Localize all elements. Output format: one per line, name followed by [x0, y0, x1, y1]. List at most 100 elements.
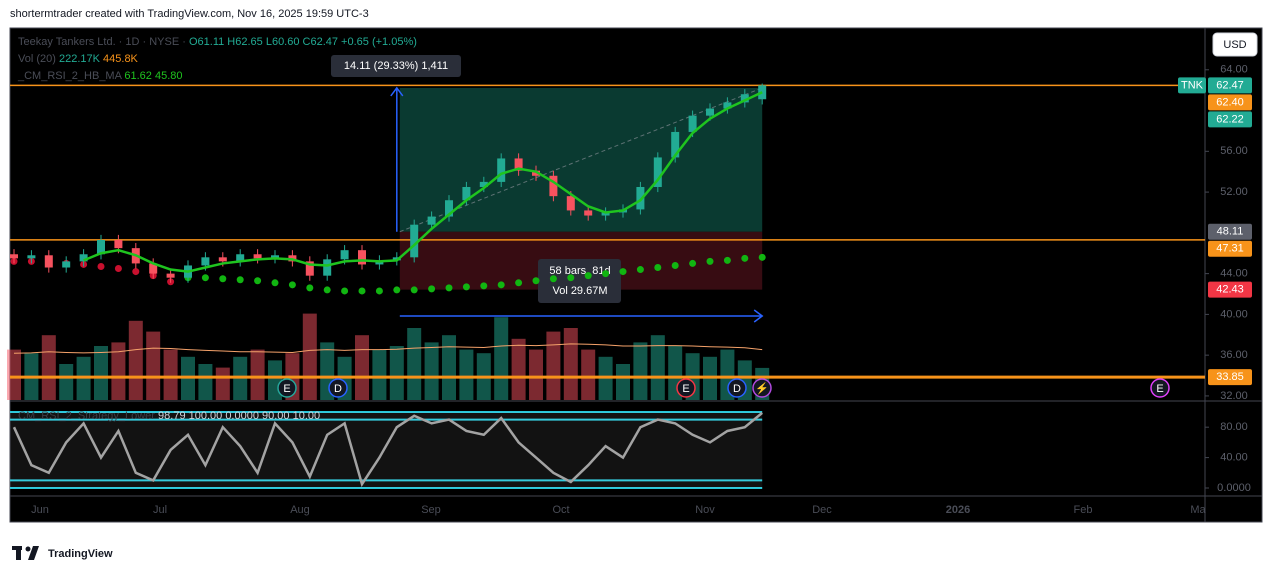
event-label: ⚡ [755, 382, 769, 395]
rsi-band-fill [10, 411, 763, 489]
x-tick-label: Sep [421, 504, 441, 516]
legend-line: _CM_RSI_2_HB_MA 61.62 45.80 [17, 70, 183, 82]
y-tick-label: 56.00 [1220, 145, 1248, 157]
candle-body [532, 170, 540, 176]
event-label: E [682, 383, 689, 395]
trend-guide [399, 87, 763, 233]
legend-line: Teekay Tankers Ltd. · 1D · NYSE · O61.11… [18, 36, 417, 48]
volume-bar [581, 349, 596, 400]
range-arrow-head [390, 86, 404, 97]
currency-button[interactable] [1212, 32, 1258, 57]
price-tag-label: 42.43 [1216, 284, 1244, 296]
candle-body [323, 259, 332, 276]
legend-symbol: Teekay Tankers Ltd. · 1D · NYSE · [18, 36, 186, 48]
x-tick-label: Jun [31, 504, 49, 516]
y-tick-label: 36.00 [1220, 349, 1248, 361]
trail-dot [445, 284, 453, 292]
range-label: 14.11 (29.33%) 1,411 [344, 60, 448, 72]
trail-dot [375, 287, 383, 295]
symbol-tag [1178, 77, 1206, 94]
price-tag [1208, 369, 1252, 386]
volume-bar [128, 320, 143, 400]
trail-dot [462, 283, 470, 291]
volume-bar [563, 328, 578, 400]
volume-bar [198, 364, 213, 400]
brand-name: TradingView [48, 548, 113, 560]
trail-dot [323, 286, 331, 294]
rsi-tick-label: 80.00 [1220, 421, 1248, 433]
legend-volume-name: Vol (20) [18, 53, 56, 65]
trail-dot [567, 274, 575, 282]
trail-dot [97, 262, 105, 270]
candle-body [688, 115, 697, 132]
event-badge [676, 378, 696, 398]
y-tick-label: 64.00 [1220, 64, 1248, 76]
candle-body [166, 273, 175, 278]
candle-body [427, 216, 436, 225]
trail-dot [654, 264, 662, 272]
event-badge [328, 378, 348, 398]
event-badge [727, 378, 747, 398]
x-tick-label: Ma [1190, 504, 1206, 516]
event-label: D [334, 383, 342, 395]
y-tick-label: 40.00 [1220, 308, 1248, 320]
trail-dot [723, 256, 731, 264]
x-tick-label: Jul [153, 504, 167, 516]
volume-bar [7, 349, 21, 400]
x-tick-label: Nov [695, 504, 715, 516]
volume-bar [459, 349, 474, 400]
candle-body [27, 255, 36, 259]
volume-bar [494, 317, 509, 400]
trail-dot [549, 275, 557, 283]
trail-dot [393, 286, 401, 294]
legend-ohlc: O61.11 H62.65 L60.60 C62.47 +0.65 (+1.05… [189, 36, 417, 48]
y-tick-label: 52.00 [1220, 186, 1248, 198]
candle-body [236, 254, 245, 262]
x-tick-label: Aug [290, 504, 310, 516]
volume-bar [424, 342, 439, 400]
legend-line: Vol (20) 222.17K 445.8K [18, 53, 139, 65]
currency-label: USD [1223, 39, 1246, 51]
x-tick-label: Feb [1074, 504, 1093, 516]
trail-dot [428, 285, 436, 293]
volume-bar [389, 346, 404, 400]
candle-body [201, 257, 210, 266]
volume-bar [407, 328, 422, 400]
candle-body [549, 175, 558, 197]
candle-body [566, 196, 575, 211]
volume-bar [111, 342, 126, 400]
volume-bar [355, 335, 369, 400]
trail-dot [114, 265, 122, 273]
candle-body [149, 263, 158, 274]
candle-body [97, 239, 105, 255]
candle-body [410, 224, 419, 258]
logo-shape [28, 546, 39, 560]
bars-label-box [538, 259, 621, 303]
trail-dot [532, 277, 540, 285]
range-label-box [331, 55, 461, 77]
candle-body [79, 254, 88, 262]
volume-bar [59, 364, 74, 400]
volume-label: Vol 29.67M [552, 285, 607, 297]
rsi-tick-label: 40.00 [1220, 451, 1248, 463]
candle-body [723, 102, 732, 109]
legend-rsi-values: 98.79 100.00 0.0000 90.00 10.00 [158, 410, 320, 422]
volume-bar [633, 342, 648, 400]
price-tag [1208, 240, 1252, 257]
trail-dot [619, 268, 627, 276]
trail-dot [201, 274, 209, 282]
trail-dot [341, 287, 349, 295]
volume-bar [529, 349, 543, 400]
price-tag [1208, 281, 1252, 298]
price-tag [1208, 111, 1252, 128]
price-tag-label: 33.85 [1216, 371, 1244, 383]
candle-body [44, 255, 53, 268]
trail-dot [671, 261, 679, 269]
trail-dot [271, 279, 279, 287]
attribution: shortermtrader created with TradingView.… [10, 8, 369, 20]
event-label: D [733, 383, 741, 395]
event-badge [277, 378, 297, 398]
legend-volume-ma: 222.17K [59, 53, 101, 65]
candle-body [62, 261, 71, 268]
trail-dot [706, 257, 714, 265]
